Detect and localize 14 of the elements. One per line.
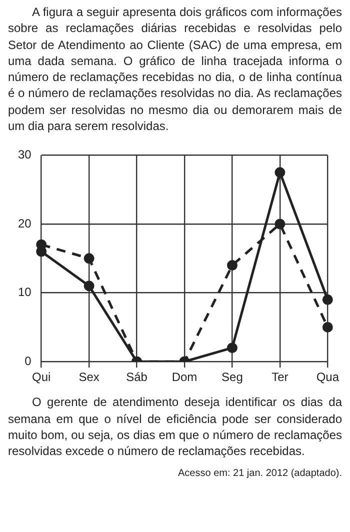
x-tick-label: Sáb	[126, 370, 148, 384]
text: Acesso em: 21 jan. 2012 (adaptado).	[177, 466, 342, 481]
x-tick-label: Ter	[272, 370, 288, 384]
y-tick-label: 20	[18, 216, 32, 231]
text: O gerente de atendimento deseja identificar os dias da semana em que o nível de eficiência pode ser considerado muito bom, ou seja, os dias em que o número de reclamações resolvidas excede o número de reclamações recebidas.	[8, 394, 342, 460]
x-tick-label: Sex	[78, 370, 100, 384]
x-tick-label: Qua	[316, 370, 340, 384]
x-tick-label: Dom	[172, 370, 198, 384]
y-tick-label: 30	[18, 148, 32, 162]
x-tick-label: Qui	[32, 370, 51, 384]
y-tick-label: 0	[24, 354, 32, 368]
y-tick-label: 10	[18, 285, 32, 300]
x-tick-label: Seg	[222, 370, 243, 384]
chart-title: A figura a seguir apresenta dois gráficos com informações sobre as reclamações diárias recebidas e resolvidas pelo Setor de Atendimento ao Cliente (SAC) de uma empresa, em uma dada semana. O gráfico de linha tracejada informa o número de reclamações recebidas no dia, o de linha contínua é o número de reclamações resolvidas no dia. As reclamações podem ser resolvidas no mesmo dia ou demorarem mais de um dia para serem resolvidas.	[8, 4, 342, 134]
